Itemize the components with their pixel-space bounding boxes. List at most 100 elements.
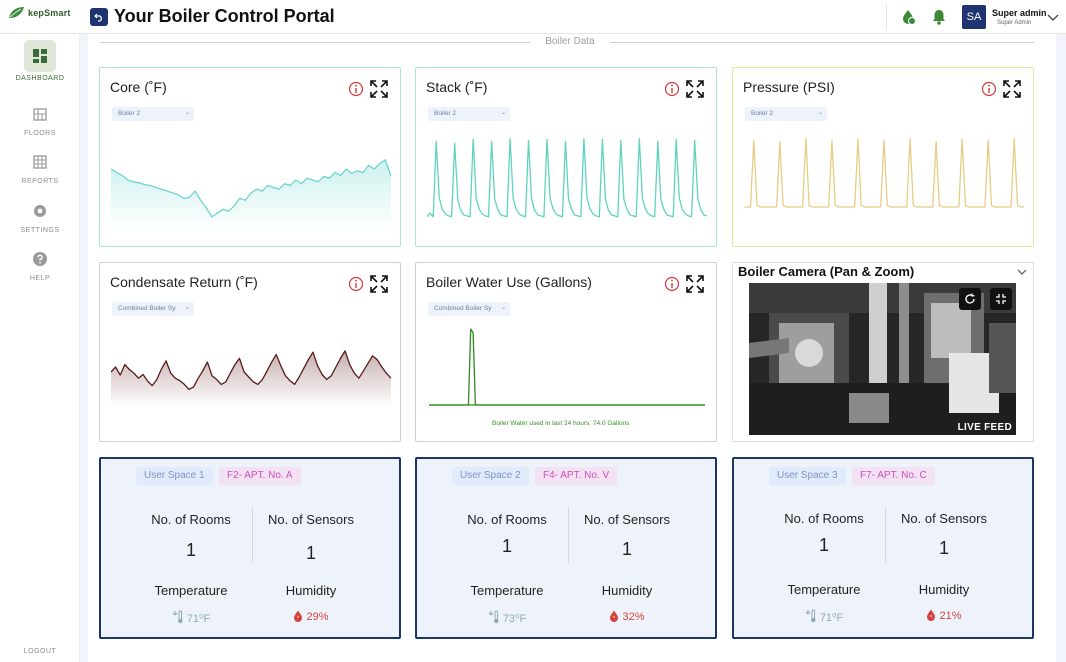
sidebar-item-label: HELP: [29, 275, 51, 282]
user-space-tag: User Space 3: [769, 467, 846, 485]
user-space-card[interactable]: User Space 1 F2- APT. No. A No. of Rooms…: [99, 457, 401, 639]
card-title: Condensate Return (˚F): [110, 274, 258, 290]
sensors-count: 1: [305, 543, 316, 563]
boiler-select-value: Boiler 2: [118, 110, 141, 117]
chart-series-line: [111, 350, 391, 391]
boiler-select[interactable]: Boiler 2 ⌄: [745, 107, 827, 121]
brand-name: kepSmart: [28, 7, 71, 18]
fullscreen-button[interactable]: [990, 288, 1012, 310]
boiler-select[interactable]: Boiler 2 ⌄: [428, 107, 510, 121]
chevron-down-icon: ⌄: [184, 110, 190, 116]
card-title: Core (˚F): [110, 79, 167, 95]
compress-icon: [996, 294, 1006, 304]
expand-icon[interactable]: [685, 79, 705, 99]
info-icon[interactable]: [981, 81, 997, 97]
chart-series-line: [744, 137, 1024, 208]
user-space-tag: User Space 1: [136, 467, 213, 485]
user-space-card[interactable]: User Space 2 F4- APT. No. V No. of Rooms…: [415, 457, 717, 639]
help-icon: [33, 252, 47, 266]
back-arrow-icon: [94, 13, 102, 22]
humidity-label: Humidity: [285, 583, 337, 598]
rooms-label: No. of Rooms: [151, 512, 231, 527]
temperature-value: 71⁰F: [186, 613, 211, 625]
chevron-down-icon: ⌄: [500, 110, 506, 116]
refresh-icon: [965, 293, 975, 304]
live-feed-badge: LIVE FEED: [957, 422, 1012, 433]
sidebar-item-settings[interactable]: SETTINGS: [0, 203, 80, 234]
chevron-down-icon[interactable]: [1017, 267, 1027, 277]
temperature-reading: 71⁰F: [764, 609, 884, 624]
info-icon[interactable]: [348, 276, 364, 292]
expand-icon[interactable]: [1002, 79, 1022, 99]
info-icon[interactable]: [348, 81, 364, 97]
humidity-value: 32%: [622, 611, 645, 623]
sidebar-item-dashboard[interactable]: DASHBOARD: [0, 40, 80, 82]
sidebar-item-reports[interactable]: REPORTS: [0, 154, 80, 185]
expand-icon[interactable]: [369, 274, 389, 294]
pressure-card: Pressure (PSI) Boiler 2 ⌄: [732, 67, 1034, 247]
sensors-label: No. of Sensors: [901, 511, 987, 526]
logout-link[interactable]: LOGOUT: [23, 648, 57, 655]
avatar[interactable]: SA: [962, 5, 986, 29]
apartment-tag: F7- APT. No. C: [852, 467, 935, 485]
chevron-down-icon[interactable]: [1046, 10, 1060, 24]
info-icon[interactable]: [664, 81, 680, 97]
section-divider-right: [610, 42, 1034, 43]
sidebar-item-label: FLOORS: [24, 130, 56, 137]
sensors-label: No. of Sensors: [584, 512, 670, 527]
card-title: Stack (˚F): [426, 79, 488, 95]
droplet-icon: [927, 609, 936, 621]
boiler-select[interactable]: Boiler 2 ⌄: [112, 107, 194, 121]
top-bar: kepSmart Your Boiler Control Portal SA S…: [0, 0, 1066, 34]
condensate-card: Condensate Return (˚F) Combined Boiler S…: [99, 262, 401, 442]
boiler-select[interactable]: Combined Boiler Sy ⌄: [112, 302, 194, 316]
stat-divider: [252, 507, 253, 563]
user-space-card[interactable]: User Space 3 F7- APT. No. C No. of Rooms…: [732, 457, 1034, 639]
thermometer-icon: [172, 610, 183, 624]
apartment-tag: F4- APT. No. V: [535, 467, 618, 485]
section-title: Boiler Data: [530, 36, 610, 47]
page-title: Your Boiler Control Portal: [114, 6, 335, 26]
sidebar-item-floors[interactable]: FLOORS: [0, 106, 80, 137]
rooms-label: No. of Rooms: [467, 512, 547, 527]
settings-icon: [34, 205, 46, 217]
apartment-tag: F2- APT. No. A: [219, 467, 301, 485]
rooms-count: 1: [185, 540, 196, 560]
humidity-reading: 32%: [567, 610, 687, 623]
core-chart: [111, 159, 391, 230]
camera-card: Boiler Camera (Pan & Zoom) LIVE FEED: [732, 262, 1034, 442]
card-title: Pressure (PSI): [743, 79, 835, 95]
header-divider: [886, 4, 887, 30]
refresh-button[interactable]: [959, 288, 981, 310]
boiler-select[interactable]: Combined Boiler Sy ⌄: [428, 302, 510, 316]
expand-icon[interactable]: [685, 274, 705, 294]
water-use-chart: [429, 328, 705, 406]
thermometer-icon: [488, 610, 499, 624]
rooms-count: 1: [501, 536, 512, 556]
rooms-count: 1: [818, 535, 829, 555]
temperature-value: 73⁰F: [502, 613, 527, 625]
section-divider-left: [100, 42, 530, 43]
brand-logo[interactable]: kepSmart: [8, 6, 71, 19]
bell-icon[interactable]: [930, 8, 948, 26]
info-icon[interactable]: [664, 276, 680, 292]
stat-divider: [885, 507, 886, 563]
boiler-status-icon[interactable]: [899, 8, 917, 26]
reports-icon: [33, 155, 47, 169]
sensors-count: 1: [621, 539, 632, 559]
expand-icon[interactable]: [369, 79, 389, 99]
water-use-card: Boiler Water Use (Gallons) Combined Boil…: [415, 262, 717, 442]
stat-divider: [568, 507, 569, 563]
chevron-down-icon: ⌄: [184, 305, 190, 311]
sidebar-item-help[interactable]: HELP: [0, 251, 80, 282]
leaf-logo-icon: [9, 7, 24, 18]
chart-series-line: [429, 328, 705, 406]
humidity-reading: 29%: [251, 610, 371, 623]
humidity-value: 29%: [306, 611, 329, 623]
camera-feed[interactable]: LIVE FEED: [749, 283, 1016, 435]
back-button[interactable]: [90, 8, 108, 26]
user-role: Super Admin: [997, 20, 1032, 26]
humidity-label: Humidity: [601, 583, 653, 598]
dashboard-icon-box: [24, 40, 56, 72]
chevron-down-icon: ⌄: [817, 110, 823, 116]
